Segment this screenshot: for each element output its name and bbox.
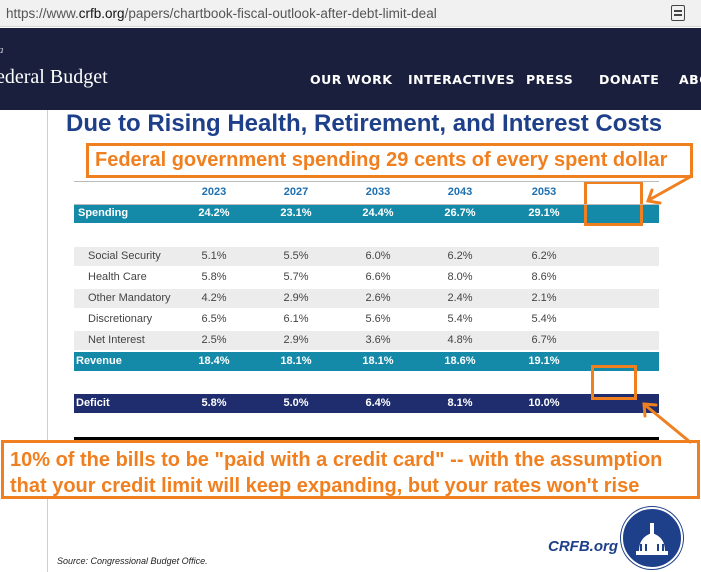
year-header: 2043 <box>447 186 473 198</box>
row-other-mandatory: Other Mandatory 4.2% 2.9% 2.6% 2.4% 2.1% <box>74 289 659 308</box>
table-cell: 24.4% <box>362 207 394 219</box>
callout-deficit-text: 10% of the bills to be "paid with a cred… <box>10 447 662 499</box>
table-cell: 2.9% <box>283 334 309 346</box>
table-cell: 5.6% <box>365 313 391 325</box>
callout-spending-text: Federal government spending 29 cents of … <box>95 149 668 171</box>
table-cell: 5.8% <box>201 397 227 409</box>
site-header: a ederal Budget OUR WORK INTERACTIVES PR… <box>0 28 701 110</box>
row-health-care: Health Care 5.8% 5.7% 6.6% 8.0% 8.6% <box>74 268 659 287</box>
slide-title: Due to Rising Health, Retirement, and In… <box>66 110 663 137</box>
row-discretionary: Discretionary 6.5% 6.1% 5.6% 5.4% 5.4% <box>74 310 659 329</box>
nav-about[interactable]: ABO <box>679 72 701 87</box>
table-cell: 3.6% <box>365 334 391 346</box>
table-cell: 6.6% <box>365 271 391 283</box>
table-cell: 19.1% <box>528 355 560 367</box>
table-cell: 5.1% <box>201 250 227 262</box>
table-cell: 5.4% <box>531 313 557 325</box>
table-cell: 18.1% <box>280 355 312 367</box>
row-label: Revenue <box>76 355 122 367</box>
year-header: 2027 <box>283 186 309 198</box>
table-cell: 5.4% <box>447 313 473 325</box>
table-cell: 8.1% <box>447 397 473 409</box>
table-cell: 2.9% <box>283 292 309 304</box>
source-note: Source: Congressional Budget Office. <box>57 556 208 566</box>
row-label: Discretionary <box>88 313 153 325</box>
table-cell: 5.7% <box>283 271 309 283</box>
crfb-logo-text: CRFB.org <box>548 538 618 555</box>
year-header: 2033 <box>365 186 391 198</box>
table-cell: 24.2% <box>198 207 230 219</box>
brand-logo-text[interactable]: ederal Budget <box>0 66 108 88</box>
table-cell: 5.5% <box>283 250 309 262</box>
row-label: Spending <box>78 207 129 219</box>
table-cell: 4.8% <box>447 334 473 346</box>
year-header: 2023 <box>201 186 227 198</box>
callout-deficit-line-2: that your credit limit will keep expandi… <box>10 475 640 497</box>
row-label: Other Mandatory <box>88 292 171 304</box>
table-header-row: 2023 2027 2033 2043 2053 <box>74 186 659 200</box>
row-net-interest: Net Interest 2.5% 2.9% 3.6% 4.8% 6.7% <box>74 331 659 350</box>
table-cell: 2.6% <box>365 292 391 304</box>
table-cell: 29.1% <box>528 207 560 219</box>
url-text[interactable]: https://www.crfb.org/papers/chartbook-fi… <box>6 6 437 21</box>
year-header: 2053 <box>531 186 557 198</box>
table-cell: 6.4% <box>365 397 391 409</box>
table-rule <box>74 181 659 182</box>
nav-press[interactable]: PRESS <box>526 72 574 87</box>
table-rule <box>74 204 659 205</box>
nav-interactives[interactable]: INTERACTIVES <box>408 72 516 87</box>
row-label: Social Security <box>88 250 161 262</box>
table-cell: 6.2% <box>447 250 473 262</box>
crfb-seal-logo <box>621 507 683 569</box>
table-cell: 4.2% <box>201 292 227 304</box>
table-cell: 2.1% <box>531 292 557 304</box>
nav-donate[interactable]: DONATE <box>599 72 660 87</box>
table-cell: 18.1% <box>362 355 394 367</box>
table-cell: 18.4% <box>198 355 230 367</box>
nav-our-work[interactable]: OUR WORK <box>310 72 393 87</box>
callout-deficit-line-1: 10% of the bills to be "paid with a cred… <box>10 449 663 471</box>
table-cell: 23.1% <box>280 207 312 219</box>
browser-address-bar[interactable]: https://www.crfb.org/papers/chartbook-fi… <box>0 0 701 27</box>
row-label: Net Interest <box>88 334 145 346</box>
table-cell: 6.7% <box>531 334 557 346</box>
table-cell: 2.5% <box>201 334 227 346</box>
table-cell: 18.6% <box>444 355 476 367</box>
table-cell: 8.6% <box>531 271 557 283</box>
row-deficit: Deficit 5.8% 5.0% 6.4% 8.1% 10.0% <box>74 394 659 413</box>
row-label: Health Care <box>88 271 147 283</box>
table-cell: 6.1% <box>283 313 309 325</box>
callout-deficit: 10% of the bills to be "paid with a cred… <box>1 440 700 499</box>
table-cell: 5.0% <box>283 397 309 409</box>
table-cell: 6.2% <box>531 250 557 262</box>
table-cell: 10.0% <box>528 397 560 409</box>
highlight-2053-deficit <box>591 365 637 400</box>
highlight-2053-spending <box>584 181 643 226</box>
table-cell: 26.7% <box>444 207 476 219</box>
table-cell: 6.0% <box>365 250 391 262</box>
row-social-security: Social Security 5.1% 5.5% 6.0% 6.2% 6.2% <box>74 247 659 266</box>
row-revenue: Revenue 18.4% 18.1% 18.1% 18.6% 19.1% <box>74 352 659 371</box>
brand-tagline: a <box>0 44 4 56</box>
table-cell: 2.4% <box>447 292 473 304</box>
row-label: Deficit <box>76 397 110 409</box>
row-spending: Spending 24.2% 23.1% 24.4% 26.7% 29.1% <box>74 204 659 223</box>
table-cell: 5.8% <box>201 271 227 283</box>
table-cell: 8.0% <box>447 271 473 283</box>
reader-view-icon[interactable] <box>671 5 685 21</box>
callout-spending: Federal government spending 29 cents of … <box>86 143 693 178</box>
table-cell: 6.5% <box>201 313 227 325</box>
